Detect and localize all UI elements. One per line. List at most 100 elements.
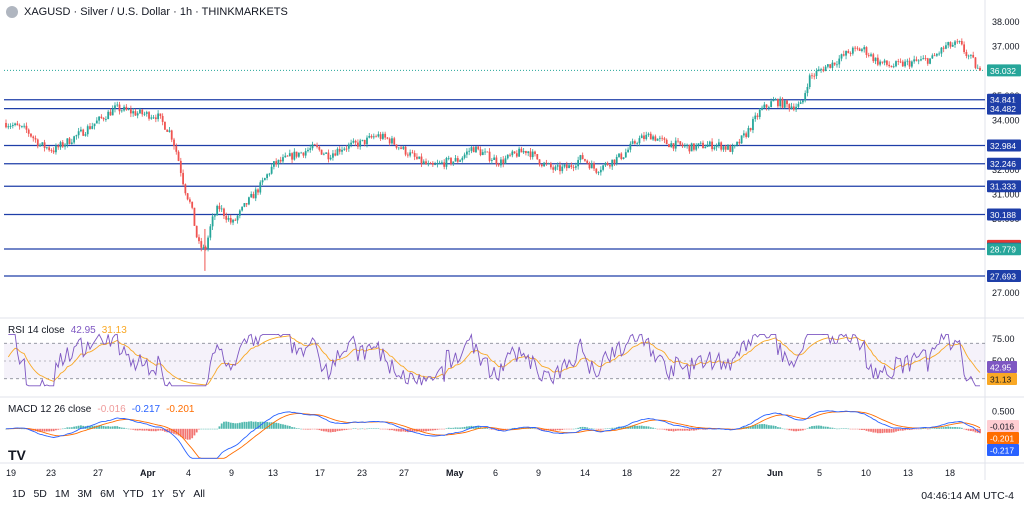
- candle[interactable]: [938, 53, 941, 55]
- candle[interactable]: [615, 156, 618, 164]
- candle[interactable]: [225, 216, 228, 220]
- candle[interactable]: [363, 139, 366, 145]
- candle[interactable]: [627, 149, 629, 153]
- candle[interactable]: [520, 148, 523, 153]
- candle[interactable]: [570, 165, 573, 168]
- candle[interactable]: [73, 136, 76, 143]
- candle[interactable]: [352, 140, 355, 143]
- candle[interactable]: [593, 163, 595, 169]
- candle[interactable]: [200, 241, 203, 248]
- candle[interactable]: [817, 69, 820, 72]
- candle[interactable]: [275, 161, 278, 165]
- candle[interactable]: [459, 160, 461, 162]
- candle[interactable]: [590, 163, 593, 169]
- candle[interactable]: [540, 164, 543, 167]
- candle[interactable]: [173, 139, 175, 146]
- candle[interactable]: [658, 137, 661, 139]
- candle[interactable]: [886, 60, 888, 65]
- candle[interactable]: [216, 205, 219, 216]
- candle[interactable]: [50, 150, 53, 151]
- candle[interactable]: [334, 153, 337, 156]
- candle[interactable]: [636, 143, 639, 144]
- candle[interactable]: [661, 137, 664, 139]
- candle[interactable]: [381, 133, 384, 139]
- candle[interactable]: [39, 144, 41, 147]
- candle[interactable]: [715, 144, 718, 148]
- candle[interactable]: [150, 117, 153, 119]
- candle[interactable]: [960, 40, 963, 45]
- candle[interactable]: [858, 48, 861, 51]
- candle[interactable]: [652, 136, 654, 140]
- candle[interactable]: [677, 140, 679, 142]
- candle[interactable]: [833, 62, 836, 65]
- candle[interactable]: [295, 151, 298, 157]
- candle[interactable]: [441, 162, 443, 164]
- timeframe-button-1d[interactable]: 1D: [12, 488, 26, 500]
- candle[interactable]: [420, 156, 423, 164]
- candle[interactable]: [291, 153, 293, 160]
- candle[interactable]: [854, 47, 857, 49]
- candle[interactable]: [574, 166, 577, 168]
- candle[interactable]: [159, 113, 162, 116]
- candle[interactable]: [745, 133, 748, 137]
- candle[interactable]: [740, 135, 743, 144]
- candle[interactable]: [250, 193, 253, 198]
- candle[interactable]: [132, 111, 135, 114]
- candle[interactable]: [865, 47, 868, 55]
- candle[interactable]: [979, 67, 981, 71]
- candle[interactable]: [413, 153, 416, 157]
- candle[interactable]: [182, 172, 184, 185]
- candle[interactable]: [974, 57, 977, 68]
- candle[interactable]: [445, 158, 448, 167]
- candle[interactable]: [152, 117, 155, 119]
- candle[interactable]: [763, 104, 766, 108]
- candle[interactable]: [248, 197, 250, 205]
- candle[interactable]: [68, 138, 71, 144]
- candle[interactable]: [708, 141, 711, 145]
- candle[interactable]: [747, 128, 750, 137]
- candle[interactable]: [129, 109, 132, 114]
- candle[interactable]: [688, 144, 691, 152]
- candle[interactable]: [536, 154, 539, 160]
- candle[interactable]: [91, 126, 94, 129]
- candle[interactable]: [527, 151, 530, 154]
- candle[interactable]: [965, 52, 968, 56]
- candle[interactable]: [400, 147, 402, 149]
- candle[interactable]: [772, 99, 775, 102]
- candle[interactable]: [243, 203, 246, 207]
- candle[interactable]: [693, 143, 695, 150]
- candle[interactable]: [220, 208, 223, 210]
- candle[interactable]: [588, 163, 591, 169]
- candle[interactable]: [43, 142, 46, 149]
- candle[interactable]: [618, 153, 620, 157]
- candle[interactable]: [929, 58, 931, 64]
- candle[interactable]: [361, 139, 364, 141]
- candle[interactable]: [325, 152, 328, 154]
- candle[interactable]: [36, 139, 39, 147]
- candle[interactable]: [624, 152, 627, 158]
- candle[interactable]: [456, 158, 459, 162]
- candle[interactable]: [397, 147, 400, 149]
- candle[interactable]: [495, 157, 498, 164]
- candle[interactable]: [888, 64, 891, 67]
- candle[interactable]: [436, 163, 439, 165]
- candle[interactable]: [779, 98, 782, 107]
- candle[interactable]: [409, 152, 412, 156]
- candle[interactable]: [263, 178, 266, 181]
- candle[interactable]: [599, 169, 602, 173]
- candle[interactable]: [813, 75, 816, 77]
- candle[interactable]: [940, 47, 943, 54]
- symbol-title[interactable]: XAGUSD · Silver / U.S. Dollar · 1h · THI…: [24, 6, 288, 18]
- candle[interactable]: [416, 156, 418, 159]
- candle[interactable]: [749, 128, 752, 131]
- candle[interactable]: [513, 151, 516, 154]
- candle[interactable]: [139, 109, 141, 114]
- candle[interactable]: [350, 142, 353, 145]
- candle[interactable]: [611, 159, 614, 167]
- candle[interactable]: [895, 61, 897, 67]
- candle[interactable]: [297, 152, 300, 157]
- candle[interactable]: [116, 104, 119, 106]
- rsi-label[interactable]: RSI 14 close: [8, 325, 65, 336]
- candle[interactable]: [597, 172, 600, 174]
- candle[interactable]: [202, 247, 205, 248]
